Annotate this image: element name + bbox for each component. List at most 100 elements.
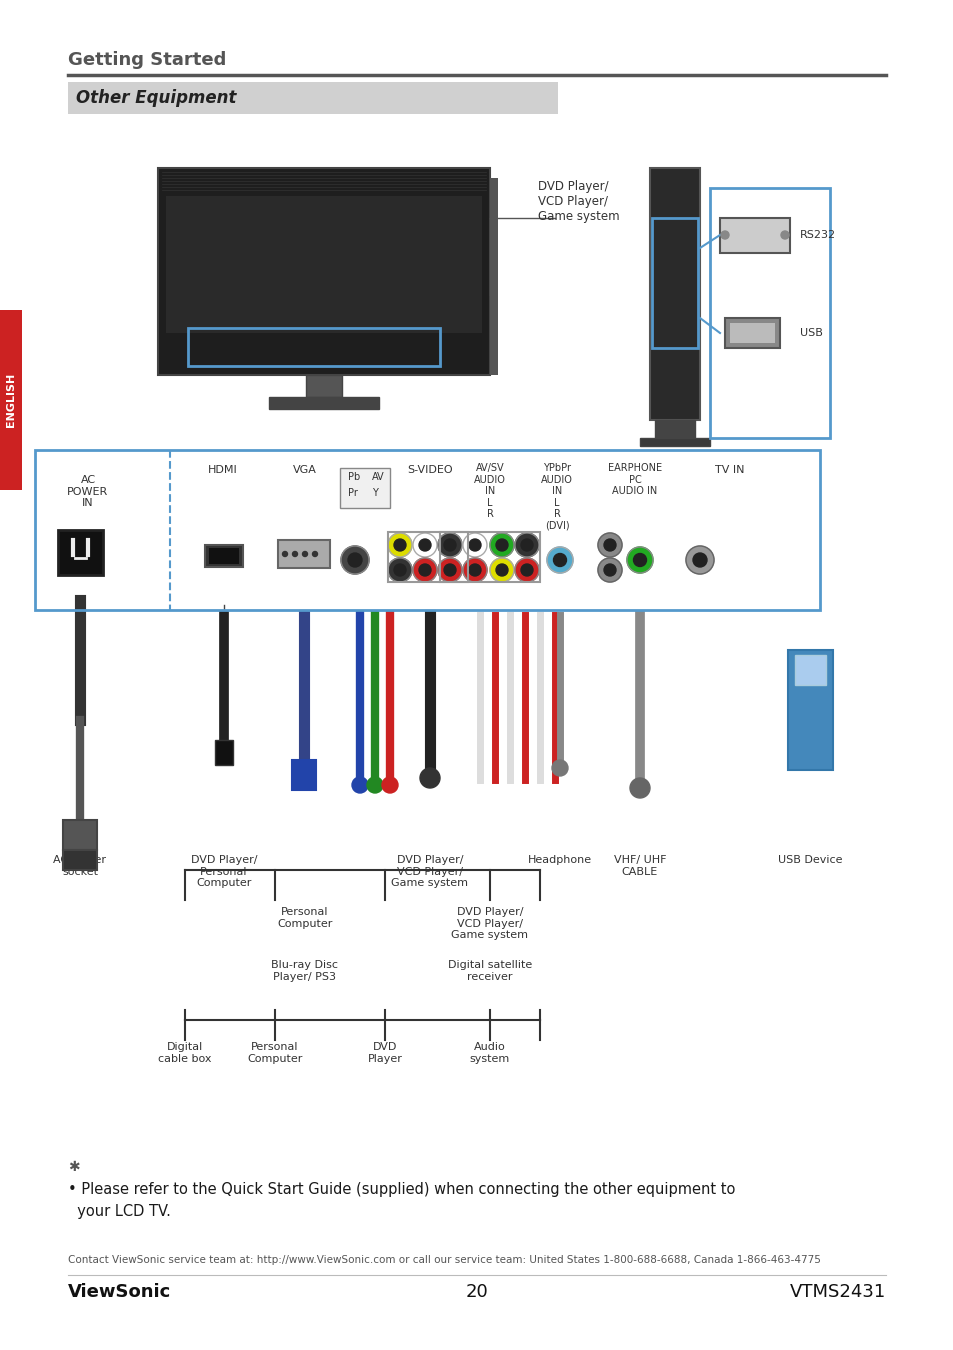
Circle shape: [437, 533, 461, 558]
Text: VGA: VGA: [293, 464, 316, 475]
Text: RS232: RS232: [800, 230, 835, 240]
Circle shape: [490, 533, 514, 558]
Circle shape: [381, 778, 397, 792]
Text: USB: USB: [800, 328, 822, 338]
Circle shape: [520, 539, 533, 551]
Text: TV IN: TV IN: [715, 464, 744, 475]
Text: USB Device: USB Device: [777, 855, 841, 865]
Text: Pb: Pb: [348, 472, 360, 482]
Bar: [490, 178, 497, 375]
Circle shape: [552, 760, 567, 776]
Circle shape: [515, 558, 538, 582]
Bar: [58, 531, 103, 575]
Circle shape: [443, 564, 456, 576]
Text: ENGLISH: ENGLISH: [6, 373, 16, 427]
Bar: [729, 323, 774, 343]
Text: S-VIDEO: S-VIDEO: [407, 464, 453, 475]
Circle shape: [348, 554, 361, 567]
Circle shape: [633, 554, 646, 567]
Text: DVD Player/
Personal
Computer: DVD Player/ Personal Computer: [191, 855, 257, 888]
Circle shape: [720, 231, 728, 239]
Text: Digital
cable box: Digital cable box: [158, 1042, 212, 1064]
Circle shape: [302, 552, 307, 556]
Text: DVD Player/
VCD Player/
Game system: DVD Player/ VCD Player/ Game system: [391, 855, 468, 888]
Text: ✱: ✱: [68, 1160, 79, 1174]
Bar: [388, 532, 468, 582]
Text: Pr: Pr: [348, 487, 357, 498]
Circle shape: [603, 539, 616, 551]
Bar: [639, 437, 709, 446]
Text: ViewSonic: ViewSonic: [68, 1282, 172, 1301]
Text: DVD
Player: DVD Player: [367, 1042, 402, 1064]
Text: 20: 20: [465, 1282, 488, 1301]
Circle shape: [352, 778, 368, 792]
Circle shape: [340, 545, 369, 574]
Circle shape: [462, 533, 486, 558]
Bar: [63, 850, 97, 869]
Circle shape: [394, 564, 406, 576]
Circle shape: [282, 552, 287, 556]
Circle shape: [367, 778, 382, 792]
Text: AC power
socket: AC power socket: [53, 855, 107, 876]
Bar: [651, 217, 698, 348]
Circle shape: [685, 545, 713, 574]
Bar: [63, 819, 97, 850]
Circle shape: [293, 552, 297, 556]
Circle shape: [781, 231, 788, 239]
Bar: [709, 188, 829, 437]
Circle shape: [546, 547, 573, 572]
Circle shape: [490, 558, 514, 582]
Circle shape: [515, 533, 538, 558]
Circle shape: [598, 558, 621, 582]
Text: • Please refer to the Quick Start Guide (supplied) when connecting the other equ: • Please refer to the Quick Start Guide …: [68, 1183, 735, 1197]
Circle shape: [462, 558, 486, 582]
Circle shape: [469, 539, 480, 551]
Bar: [0, 310, 22, 490]
Text: HDMI: HDMI: [208, 464, 237, 475]
Bar: [205, 545, 243, 567]
Text: Personal
Computer: Personal Computer: [247, 1042, 302, 1064]
Bar: [724, 319, 780, 348]
Text: Digital satellite
receiver: Digital satellite receiver: [447, 960, 532, 981]
Bar: [794, 655, 825, 684]
Circle shape: [629, 778, 649, 798]
Text: VTMS2431: VTMS2431: [789, 1282, 885, 1301]
Text: Other Equipment: Other Equipment: [76, 89, 236, 107]
Circle shape: [437, 558, 461, 582]
Circle shape: [394, 539, 406, 551]
Text: YPbPr
AUDIO
IN
L
R
(DVI): YPbPr AUDIO IN L R (DVI): [540, 463, 573, 531]
Bar: [655, 420, 695, 437]
Text: EARPHONE
PC
AUDIO IN: EARPHONE PC AUDIO IN: [607, 463, 661, 497]
Circle shape: [692, 554, 706, 567]
Circle shape: [413, 533, 436, 558]
Circle shape: [603, 564, 616, 576]
Text: Contact ViewSonic service team at: http://www.ViewSonic.com or call our service : Contact ViewSonic service team at: http:…: [68, 1256, 820, 1265]
Bar: [188, 328, 439, 366]
Bar: [35, 450, 820, 610]
Bar: [158, 167, 490, 375]
Text: Getting Started: Getting Started: [68, 51, 226, 69]
Text: Y: Y: [372, 487, 377, 498]
Circle shape: [469, 564, 480, 576]
Text: your LCD TV.: your LCD TV.: [68, 1204, 171, 1219]
Bar: [720, 217, 789, 252]
Text: Personal
Computer: Personal Computer: [277, 907, 333, 929]
Text: AV: AV: [372, 472, 384, 482]
Text: DVD Player/
VCD Player/
Game system: DVD Player/ VCD Player/ Game system: [451, 907, 528, 940]
Text: VHF/ UHF
CABLE: VHF/ UHF CABLE: [613, 855, 665, 876]
Bar: [166, 196, 481, 333]
Text: DVD Player/
VCD Player/
Game system: DVD Player/ VCD Player/ Game system: [537, 180, 619, 223]
Bar: [649, 167, 700, 420]
Circle shape: [413, 558, 436, 582]
Bar: [306, 375, 341, 397]
Text: AV/SV
AUDIO
IN
L
R: AV/SV AUDIO IN L R: [474, 463, 505, 520]
Circle shape: [520, 564, 533, 576]
Circle shape: [313, 552, 317, 556]
Bar: [277, 540, 330, 568]
Bar: [209, 548, 239, 564]
Text: AC
POWER
IN: AC POWER IN: [68, 475, 109, 508]
Bar: [439, 532, 539, 582]
Circle shape: [553, 554, 566, 567]
Text: Blu-ray Disc
Player/ PS3: Blu-ray Disc Player/ PS3: [272, 960, 338, 981]
Text: Audio
system: Audio system: [470, 1042, 510, 1064]
